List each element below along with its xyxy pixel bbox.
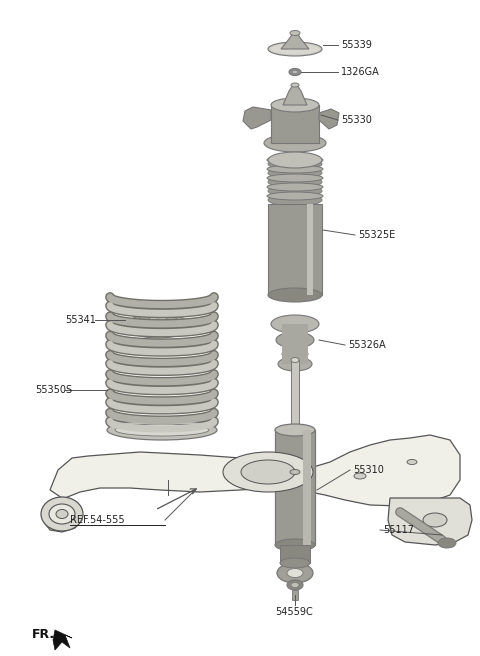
- Bar: [292, 590, 298, 600]
- Ellipse shape: [268, 42, 322, 56]
- Ellipse shape: [41, 497, 83, 531]
- Ellipse shape: [292, 70, 298, 73]
- Ellipse shape: [264, 134, 326, 152]
- Ellipse shape: [270, 43, 320, 54]
- Ellipse shape: [275, 539, 315, 551]
- Polygon shape: [281, 33, 309, 49]
- Ellipse shape: [282, 349, 308, 359]
- Ellipse shape: [275, 424, 315, 436]
- Ellipse shape: [268, 167, 322, 179]
- Text: 55339: 55339: [341, 40, 372, 50]
- Text: 55310: 55310: [353, 465, 384, 475]
- Bar: [280, 545, 310, 563]
- Ellipse shape: [267, 156, 323, 164]
- Text: 55341: 55341: [65, 315, 96, 325]
- Bar: [303, 430, 311, 545]
- Ellipse shape: [290, 470, 300, 474]
- Ellipse shape: [291, 358, 299, 363]
- Text: 55350S: 55350S: [35, 385, 72, 395]
- Ellipse shape: [125, 314, 191, 338]
- Ellipse shape: [268, 185, 322, 197]
- Text: 55330: 55330: [341, 115, 372, 125]
- Text: 54559C: 54559C: [275, 607, 313, 617]
- Text: 55117: 55117: [383, 525, 414, 535]
- Ellipse shape: [115, 424, 209, 436]
- Ellipse shape: [407, 459, 417, 464]
- Ellipse shape: [271, 98, 319, 112]
- Ellipse shape: [49, 504, 75, 524]
- Ellipse shape: [438, 538, 456, 548]
- Ellipse shape: [423, 513, 447, 527]
- Ellipse shape: [148, 311, 168, 321]
- Ellipse shape: [268, 288, 322, 302]
- Bar: [275, 430, 315, 545]
- Ellipse shape: [130, 317, 186, 335]
- Ellipse shape: [277, 563, 313, 583]
- Polygon shape: [44, 435, 460, 532]
- Ellipse shape: [267, 192, 323, 200]
- Bar: [291, 360, 299, 430]
- Bar: [282, 324, 308, 364]
- Ellipse shape: [276, 332, 314, 348]
- Ellipse shape: [268, 158, 322, 170]
- Text: 55326A: 55326A: [348, 340, 385, 350]
- Ellipse shape: [241, 460, 295, 484]
- Ellipse shape: [290, 30, 300, 35]
- Text: 55325E: 55325E: [358, 230, 395, 240]
- Ellipse shape: [268, 176, 322, 188]
- Text: 1326GA: 1326GA: [341, 67, 380, 77]
- Ellipse shape: [291, 583, 299, 588]
- Polygon shape: [283, 85, 307, 105]
- Text: FR.: FR.: [32, 628, 55, 642]
- Ellipse shape: [107, 420, 217, 440]
- Ellipse shape: [139, 307, 177, 325]
- Ellipse shape: [56, 510, 68, 518]
- Ellipse shape: [268, 152, 322, 168]
- Ellipse shape: [278, 357, 312, 371]
- Ellipse shape: [280, 558, 310, 568]
- Ellipse shape: [267, 174, 323, 182]
- Ellipse shape: [267, 183, 323, 191]
- Polygon shape: [53, 630, 72, 650]
- Bar: [271, 105, 319, 143]
- Text: REF.54-555: REF.54-555: [70, 515, 125, 525]
- Ellipse shape: [154, 314, 162, 318]
- Bar: [307, 204, 313, 295]
- Polygon shape: [388, 498, 472, 545]
- Ellipse shape: [223, 452, 313, 492]
- Ellipse shape: [291, 83, 299, 87]
- Ellipse shape: [267, 165, 323, 173]
- Ellipse shape: [271, 315, 319, 333]
- Ellipse shape: [287, 569, 303, 577]
- Polygon shape: [319, 109, 339, 129]
- Ellipse shape: [287, 580, 303, 590]
- Polygon shape: [243, 107, 271, 129]
- Ellipse shape: [354, 473, 366, 479]
- Ellipse shape: [268, 194, 322, 206]
- Ellipse shape: [289, 68, 301, 75]
- Bar: [268, 204, 322, 295]
